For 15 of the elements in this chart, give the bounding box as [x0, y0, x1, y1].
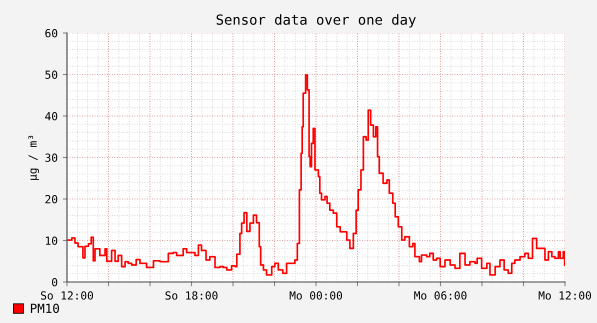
x-tick-label: So 18:00 — [165, 291, 218, 300]
x-tick-label: Mo 12:00 — [538, 291, 592, 300]
y-tick-label: 0 — [52, 278, 58, 286]
y-tick-label: 60 — [45, 29, 58, 38]
y-tick-label: 50 — [45, 70, 58, 79]
y-tick-label: 20 — [45, 195, 58, 204]
y-tick-label: 10 — [46, 236, 58, 245]
x-tick-label: Mo 00:00 — [290, 291, 342, 300]
y-tick-label: 30 — [45, 154, 58, 162]
legend-label: PM10 — [30, 304, 60, 314]
y-axis-title: µg / m³ — [28, 136, 40, 180]
x-tick-label: So 12:00 — [40, 291, 94, 300]
y-tick-label: 40 — [45, 112, 58, 120]
x-tick-label: Mo 06:00 — [414, 291, 467, 300]
chart-title: Sensor data over one day — [216, 14, 416, 28]
